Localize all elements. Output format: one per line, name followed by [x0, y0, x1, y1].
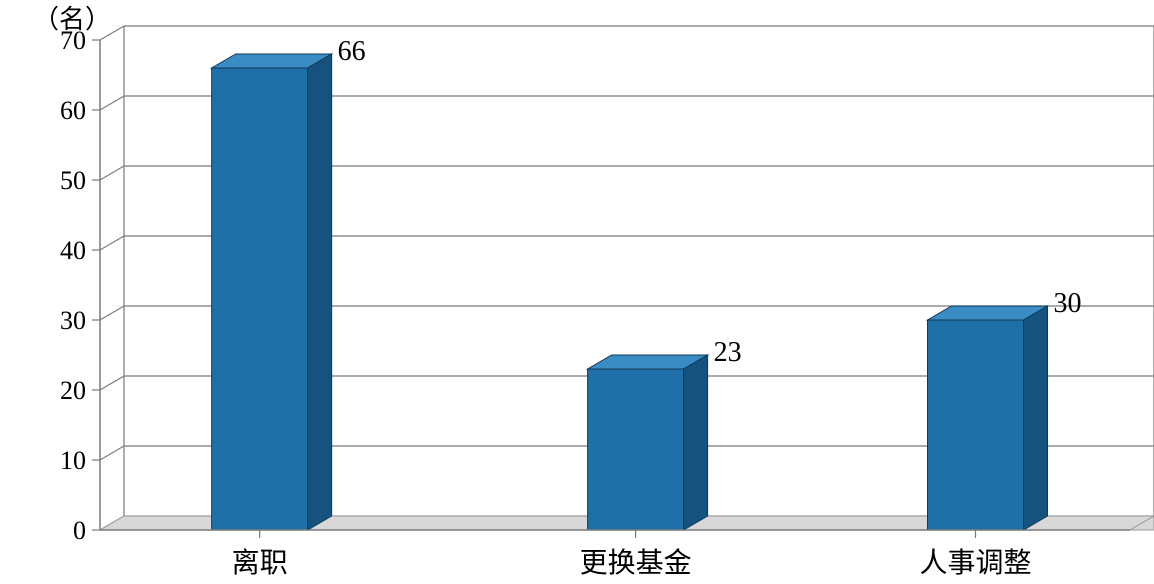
y-tick-label: 0 — [73, 516, 86, 545]
x-category-label: 人事调整 — [919, 547, 1031, 579]
y-tick-label: 20 — [60, 376, 86, 405]
bar-chart: 010203040506070（名）66离职23更换基金30人事调整 — [0, 0, 1154, 584]
y-axis-title: （名） — [33, 5, 111, 34]
bar-front — [928, 320, 1024, 530]
bar-value-label: 23 — [714, 337, 742, 368]
x-category-label: 离职 — [232, 547, 288, 579]
y-tick-label: 50 — [60, 166, 86, 195]
y-tick-label: 40 — [60, 236, 86, 265]
bar-side — [1024, 306, 1048, 530]
y-tick-label: 30 — [60, 306, 86, 335]
y-tick-label: 10 — [60, 446, 86, 475]
bar-side — [684, 355, 708, 530]
bar-value-label: 30 — [1054, 288, 1082, 319]
bar-value-label: 66 — [338, 36, 366, 67]
bar-front — [588, 369, 684, 530]
x-category-label: 更换基金 — [580, 547, 692, 579]
y-tick-label: 60 — [60, 96, 86, 125]
bar-front — [212, 68, 308, 530]
bar-side — [308, 54, 332, 530]
